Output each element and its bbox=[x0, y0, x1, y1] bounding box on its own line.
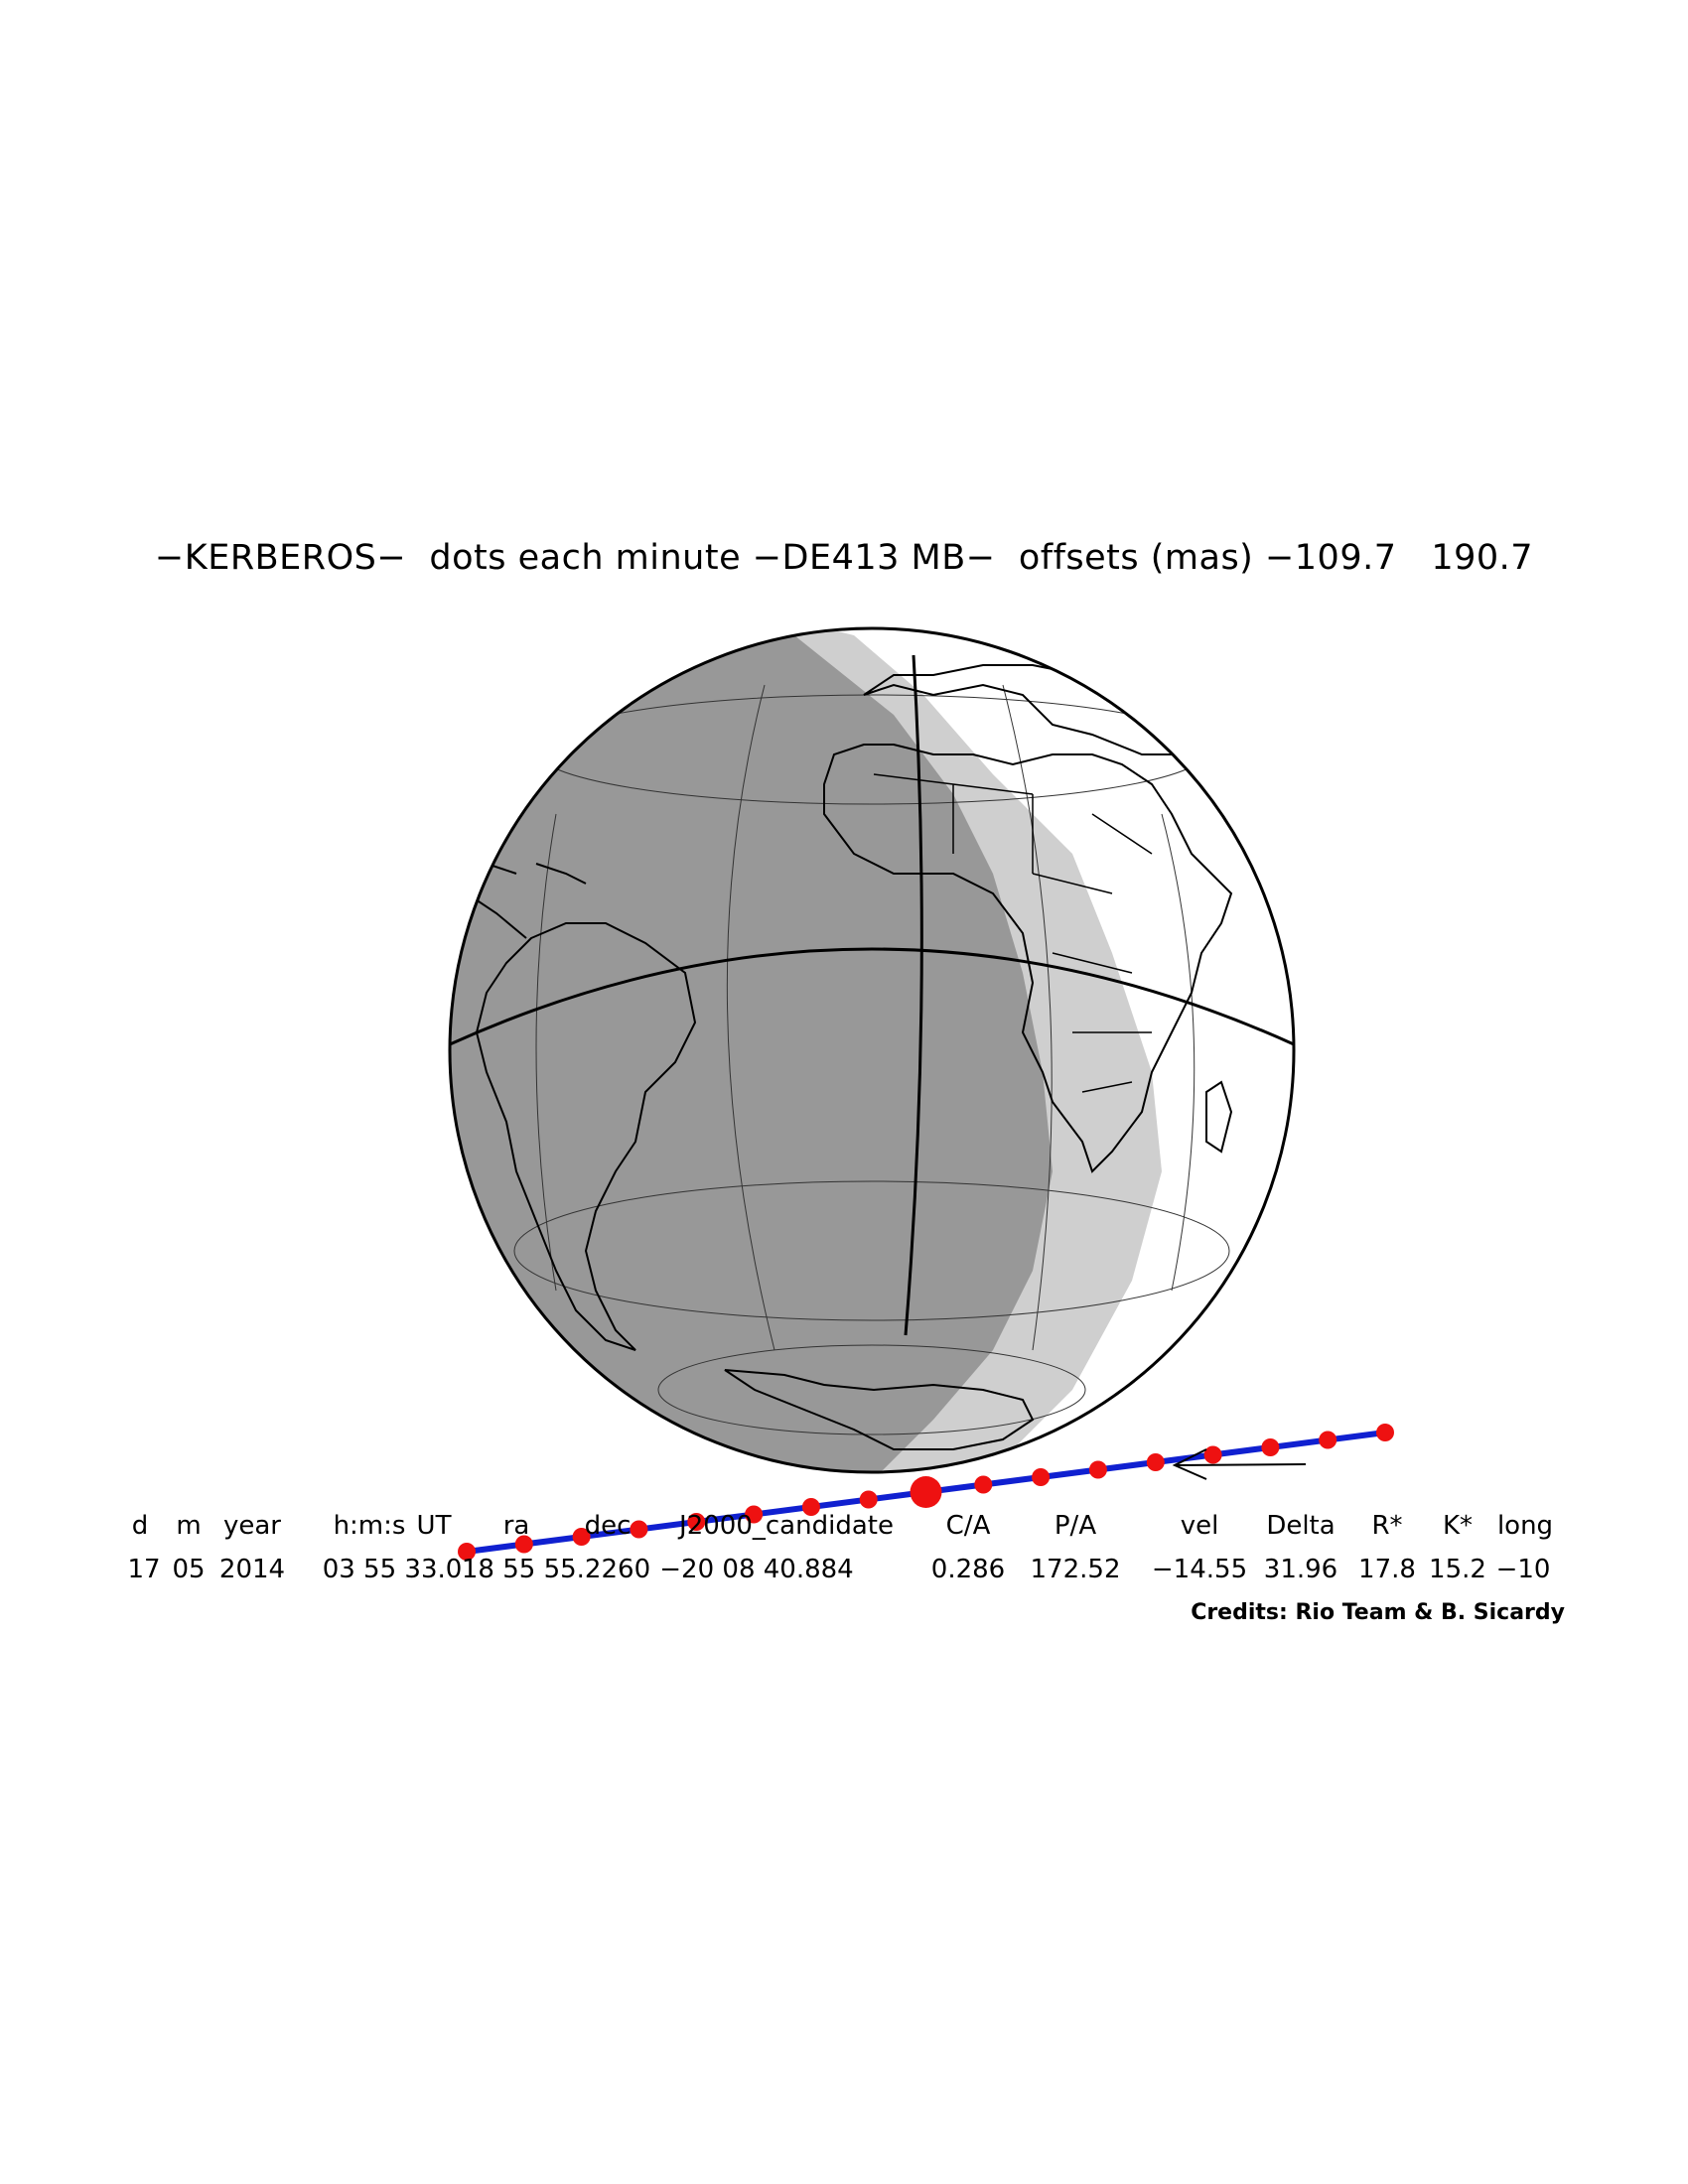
minute-dot bbox=[687, 1513, 706, 1531]
table-value-8: −14.55 bbox=[1151, 1555, 1248, 1584]
table-value-4: 18 55 55.2260 bbox=[461, 1555, 651, 1584]
minute-dot bbox=[859, 1490, 878, 1509]
table-header-4: UT bbox=[416, 1511, 452, 1541]
table-header-6: dec bbox=[584, 1511, 632, 1541]
minute-dot bbox=[514, 1535, 533, 1554]
table-header-5: ra bbox=[502, 1511, 530, 1541]
table-value-12: −10 bbox=[1495, 1555, 1551, 1584]
minute-dot bbox=[1319, 1431, 1337, 1449]
minute-dot bbox=[1088, 1460, 1107, 1479]
table-header-9: P/A bbox=[1054, 1511, 1097, 1541]
table-value-7: 172.52 bbox=[1030, 1555, 1121, 1584]
table-value-5: −20 08 40.884 bbox=[659, 1555, 854, 1584]
table-value-6: 0.286 bbox=[930, 1555, 1006, 1584]
table-header-12: R* bbox=[1371, 1511, 1403, 1541]
table-header-14: long bbox=[1496, 1511, 1554, 1541]
globe-outline bbox=[448, 626, 1296, 1474]
minute-dot bbox=[1376, 1424, 1394, 1441]
table-value-0: 17 bbox=[127, 1555, 161, 1584]
table-header-2: year bbox=[222, 1511, 282, 1541]
minute-dot bbox=[572, 1528, 591, 1546]
credits-text: Credits: Rio Team & B. Sicardy bbox=[1191, 1600, 1565, 1625]
minute-dot bbox=[745, 1505, 764, 1524]
africa-outline bbox=[823, 744, 1233, 1173]
minute-dot bbox=[801, 1498, 820, 1516]
graticule bbox=[513, 684, 1230, 1435]
minute-dot bbox=[1203, 1445, 1222, 1464]
antarctica-outline bbox=[724, 1369, 1035, 1450]
table-value-3: 03 55 33.0 bbox=[322, 1555, 463, 1584]
south-america-outline bbox=[475, 922, 697, 1351]
direction-arrow bbox=[1172, 1448, 1307, 1480]
africa-borders bbox=[873, 773, 1153, 1093]
minute-dot bbox=[458, 1543, 476, 1561]
table-header-11: Delta bbox=[1266, 1511, 1336, 1541]
table-header-13: K* bbox=[1442, 1511, 1474, 1541]
table-value-2: 2014 bbox=[218, 1555, 286, 1584]
minute-dot bbox=[630, 1520, 648, 1539]
figure-title: −KERBEROS− dots each minute −DE413 MB− o… bbox=[154, 538, 1534, 578]
table-value-11: 15.2 bbox=[1429, 1555, 1486, 1584]
madagascar-outline bbox=[1205, 1080, 1233, 1154]
minute-dot bbox=[974, 1475, 993, 1494]
closest-approach-dot bbox=[910, 1476, 942, 1508]
night-region bbox=[450, 628, 1053, 1472]
minute-dot bbox=[1146, 1453, 1165, 1471]
table-header-7: J2000_candidate bbox=[679, 1511, 894, 1541]
table-header-3: h:m:s bbox=[333, 1511, 406, 1541]
occultation-track bbox=[458, 1424, 1394, 1561]
equator-line bbox=[450, 947, 1294, 1046]
minute-dot bbox=[1261, 1438, 1280, 1456]
table-header-0: d bbox=[131, 1511, 149, 1541]
table-value-10: 17.8 bbox=[1358, 1555, 1416, 1584]
minute-dot bbox=[1032, 1468, 1051, 1486]
table-header-1: m bbox=[176, 1511, 202, 1541]
table-value-9: 31.96 bbox=[1263, 1555, 1338, 1584]
table-value-1: 05 bbox=[172, 1555, 206, 1584]
table-header-8: C/A bbox=[945, 1511, 991, 1541]
table-header-10: vel bbox=[1180, 1511, 1219, 1541]
